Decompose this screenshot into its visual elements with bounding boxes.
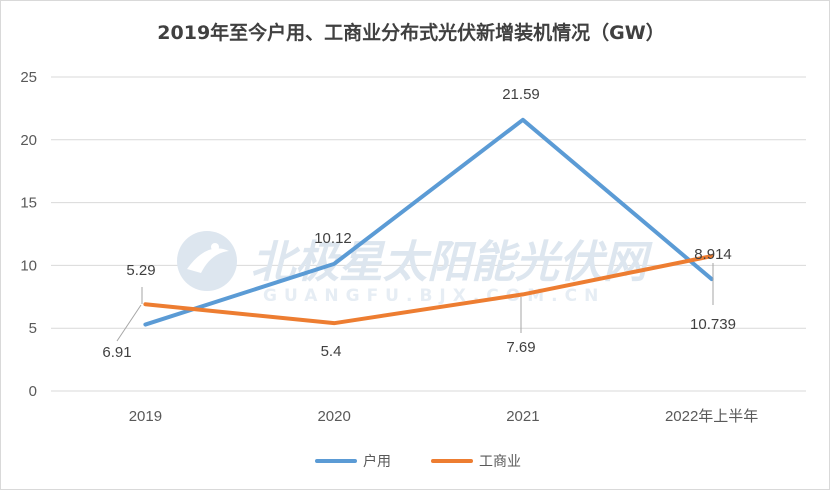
y-tick-label: 10 — [20, 257, 37, 274]
watermark-logo-icon — [177, 231, 237, 291]
series-line-1 — [143, 254, 714, 326]
data-label: 8.914 — [694, 246, 732, 263]
x-axis: 2019 2020 2021 2022年上半年 — [129, 408, 759, 425]
data-label: 7.69 — [506, 339, 535, 356]
data-label: 5.4 — [321, 343, 342, 360]
watermark-subtext: GUANGFU.BJX.COM.CN — [263, 286, 605, 306]
x-tick-label: 2020 — [317, 408, 350, 425]
legend: 户用 工商业 — [315, 453, 521, 470]
watermark: 北极星太阳能光伏网 GUANGFU.BJX.COM.CN — [177, 231, 653, 306]
leader-line — [116, 304, 142, 342]
y-tick-label: 25 — [20, 69, 37, 86]
series-line-0 — [143, 117, 714, 327]
watermark-text: 北极星太阳能光伏网 — [251, 237, 653, 288]
gridlines — [51, 76, 806, 392]
x-tick-label: 2022年上半年 — [665, 408, 758, 425]
y-tick-label: 20 — [20, 132, 37, 149]
y-tick-label: 5 — [29, 320, 37, 337]
y-axis: 0 5 10 15 20 25 — [20, 69, 37, 400]
y-tick-label: 0 — [29, 383, 37, 400]
data-label: 21.59 — [502, 86, 540, 103]
data-label: 6.91 — [102, 344, 131, 361]
x-tick-label: 2019 — [129, 408, 162, 425]
data-label: 10.12 — [314, 230, 352, 247]
series-lines — [143, 117, 714, 327]
data-label: 10.739 — [690, 316, 736, 333]
data-labels: 5.29 10.12 21.59 8.914 6.91 5.4 7.69 10.739 — [102, 86, 736, 361]
y-tick-label: 15 — [20, 195, 37, 212]
chart-title: 2019年至今户用、工商业分布式光伏新增装机情况（GW） — [157, 21, 664, 44]
data-label: 5.29 — [126, 262, 155, 279]
legend-label: 户用 — [363, 453, 391, 470]
x-tick-label: 2021 — [506, 408, 539, 425]
legend-label: 工商业 — [479, 454, 521, 470]
